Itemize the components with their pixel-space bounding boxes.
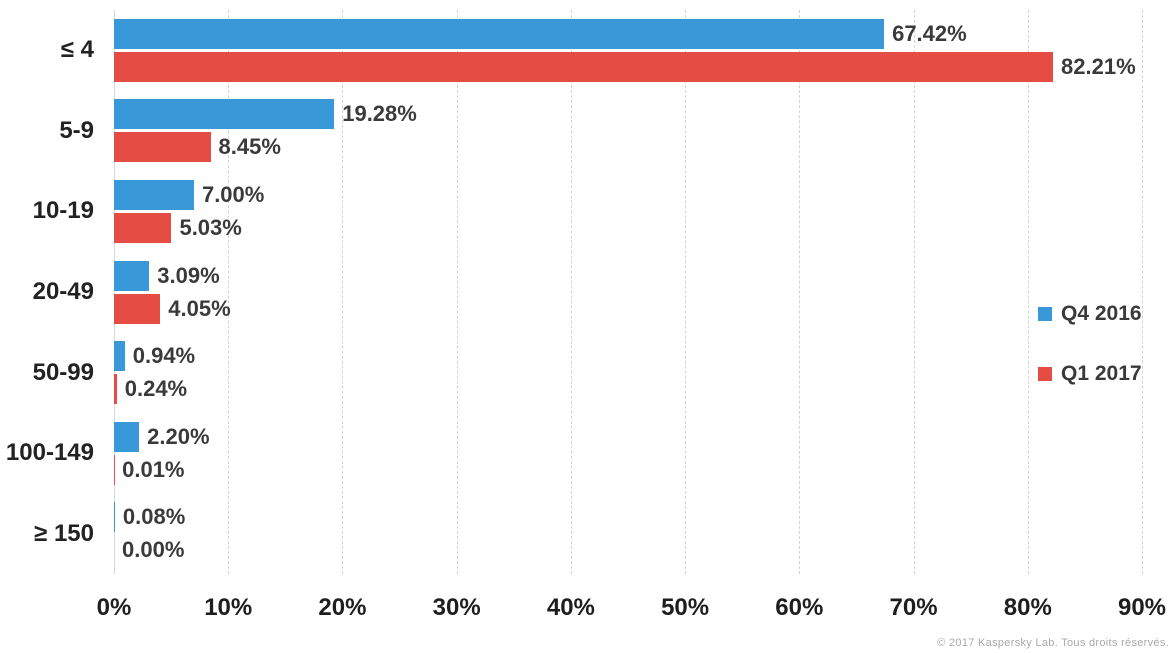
x-tick-label: 60% — [775, 594, 824, 621]
gridline — [685, 10, 687, 574]
bar-line: 8.45% — [114, 132, 1142, 163]
bar-q1-2017 — [114, 132, 211, 163]
bar-line: 0.94% — [114, 341, 1142, 372]
bar-value-label: 0.00% — [122, 537, 185, 563]
bar-line: 0.00% — [114, 535, 1142, 565]
bar-value-label: 3.09% — [157, 262, 220, 288]
category-label: 50-99 — [32, 358, 94, 386]
copyright-text: © 2017 Kaspersky Lab. Tous droits réserv… — [937, 637, 1169, 649]
bar-value-label: 0.01% — [122, 456, 185, 482]
x-tick-label: 10% — [204, 594, 253, 621]
bar-q4-2016 — [114, 502, 115, 533]
x-tick-label: 50% — [661, 594, 710, 621]
legend-label-q4-2016: Q4 2016 — [1061, 302, 1142, 325]
bar-line: 5.03% — [114, 212, 1142, 243]
category-row: 3.09% 4.05% — [114, 252, 1142, 333]
bar-value-label: 19.28% — [342, 101, 417, 127]
gridline — [228, 10, 230, 574]
category-label: 5-9 — [59, 116, 94, 144]
bar-q1-2017 — [114, 51, 1054, 82]
bar-line: 0.08% — [114, 502, 1142, 533]
legend-item-q4-2016: Q4 2016 — [1038, 302, 1142, 326]
bar-q4-2016 — [114, 260, 150, 291]
gridline — [342, 10, 344, 574]
category-axis: ≤ 4 5-9 10-19 20-49 50-99 100-149 ≥ 150 — [0, 10, 94, 574]
category-row: 2.20% 0.01% — [114, 413, 1142, 494]
plot-area: 67.42% 82.21% 19.28% 8.45% 7.00% 5.03% 3.09% 4.… — [114, 10, 1143, 574]
bar-value-label: 7.00% — [201, 181, 265, 207]
bar-q1-2017 — [114, 212, 172, 243]
bar-q1-2017 — [114, 293, 161, 324]
bar-rows: 67.42% 82.21% 19.28% 8.45% 7.00% 5.03% 3.09% 4.… — [114, 10, 1142, 574]
category-label: ≥ 150 — [34, 519, 94, 547]
legend-swatch-q1-2017-icon — [1038, 367, 1052, 381]
bar-value-label: 0.24% — [124, 376, 188, 402]
category-row: 19.28% 8.45% — [114, 91, 1142, 172]
bar-line: 19.28% — [114, 99, 1142, 130]
category-label: 20-49 — [32, 278, 94, 306]
bar-q4-2016 — [114, 99, 335, 130]
x-tick-label: 90% — [1117, 594, 1167, 621]
bar-line: 7.00% — [114, 179, 1142, 210]
bar-value-label: 2.20% — [147, 423, 210, 449]
bar-q4-2016 — [114, 341, 125, 372]
bar-line: 0.01% — [114, 454, 1142, 485]
gridline — [570, 10, 572, 574]
gridline — [799, 10, 801, 574]
x-tick-label: 30% — [432, 594, 481, 621]
bar-value-label: 67.42% — [892, 20, 967, 46]
bar-value-label: 82.21% — [1061, 53, 1136, 79]
x-tick-label: 80% — [1003, 594, 1052, 621]
bar-line: 3.09% — [114, 260, 1142, 291]
bar-line: 2.20% — [114, 421, 1142, 452]
bar-line: 82.21% — [114, 51, 1142, 82]
bar-q1-2017 — [114, 374, 117, 405]
bar-line: 0.24% — [114, 374, 1142, 405]
bar-q4-2016 — [114, 421, 140, 452]
x-tick-label: 20% — [318, 594, 367, 621]
category-row: 7.00% 5.03% — [114, 171, 1142, 252]
category-label: 10-19 — [32, 197, 94, 225]
legend-label-q1-2017: Q1 2017 — [1061, 362, 1142, 385]
gridline — [1142, 10, 1143, 574]
bar-q4-2016 — [114, 179, 194, 210]
bar-value-label: 0.94% — [132, 343, 196, 369]
category-label: 100-149 — [5, 439, 94, 467]
bar-value-label: 0.08% — [122, 504, 186, 530]
bar-value-label: 4.05% — [168, 295, 231, 321]
gridline — [456, 10, 458, 574]
legend-item-q1-2017: Q1 2017 — [1038, 362, 1142, 386]
bar-q4-2016 — [114, 18, 885, 49]
gridline — [1027, 10, 1029, 574]
gridline — [913, 10, 915, 574]
x-tick-label: 0% — [96, 594, 132, 621]
category-row: 0.94% 0.24% — [114, 332, 1142, 413]
category-row: 67.42% 82.21% — [114, 10, 1142, 91]
category-row: 0.08% 0.00% — [114, 493, 1142, 574]
x-axis: 0% 10% 20% 30% 40% 50% 60% 70% 80% 90% — [97, 592, 1166, 626]
category-label: ≤ 4 — [60, 36, 94, 64]
gridline — [114, 10, 115, 574]
bar-line: 4.05% — [114, 293, 1142, 324]
legend-swatch-q4-2016-icon — [1038, 307, 1052, 321]
x-tick-label: 40% — [546, 594, 595, 621]
bar-line: 67.42% — [114, 18, 1142, 49]
x-tick-label: 70% — [889, 594, 938, 621]
bar-value-label: 5.03% — [179, 214, 242, 240]
legend: Q4 2016 Q1 2017 — [1038, 302, 1142, 422]
bar-value-label: 8.45% — [218, 134, 281, 160]
